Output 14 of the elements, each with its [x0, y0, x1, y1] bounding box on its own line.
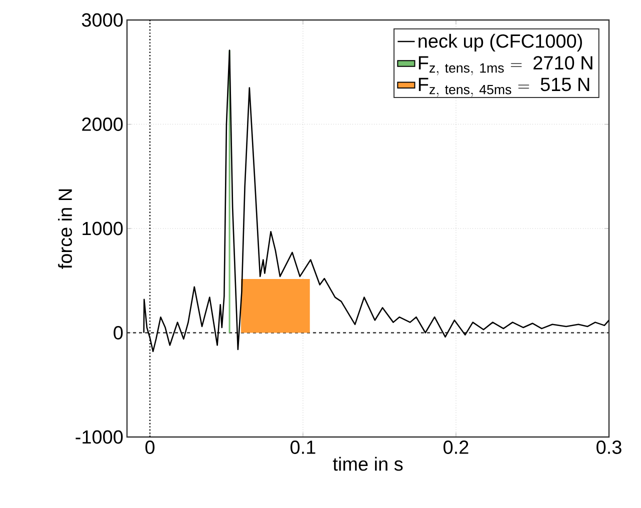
legend-label: $\mathrm{F}_{\mathrm{z,\ tens,\ 45ms}}\mathrm{\ =\ 515\ N}$	[418, 78, 590, 97]
legend-label: neck up (CFC1000)	[418, 34, 582, 52]
y-axis-title: force in N	[58, 189, 72, 269]
x-axis-title: time in s	[332, 456, 403, 471]
legend-label: $\mathrm{F}_{\mathrm{z,\ tens,\ 1ms}}\mathrm{\ =\ 2710\ N}$	[418, 56, 592, 76]
x-tick-label: 0.2	[444, 440, 468, 454]
y-tick-label: 0	[114, 326, 123, 340]
y-tick-label: 1000	[82, 222, 123, 236]
y-tick-label: 3000	[82, 13, 123, 27]
x-tick-label: 0	[145, 440, 154, 454]
y-tick-label: -1000	[76, 430, 123, 444]
x-tick-label: 0.3	[596, 440, 622, 454]
y-tick-label: 2000	[82, 118, 123, 131]
x-tick-label: 0.1	[290, 440, 316, 454]
